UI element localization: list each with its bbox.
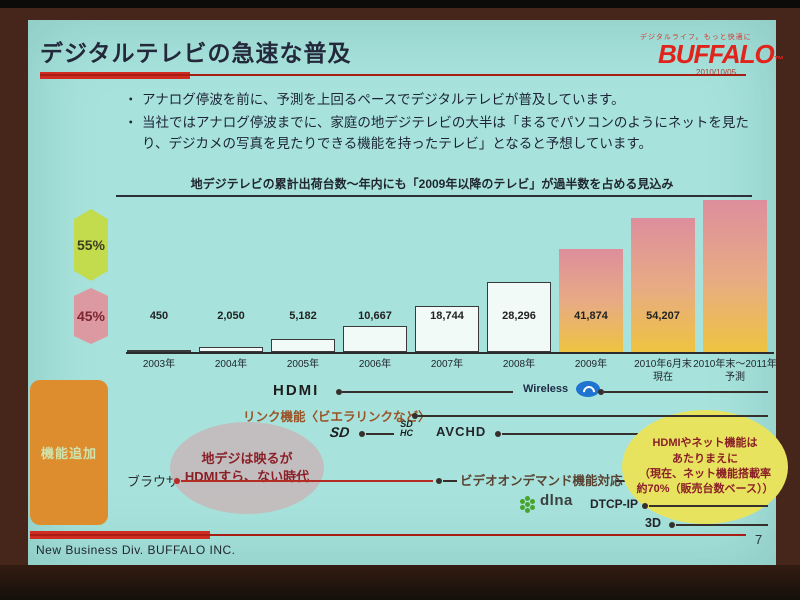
timeline-dot — [495, 431, 501, 437]
future-era-line: （現在、ネット機能搭載率 — [639, 468, 771, 480]
slide-date: 2010/10/05 — [696, 68, 737, 77]
hdmi-logo: HDMI — [273, 382, 320, 399]
video-on-demand-label: ビデオオンデマンド機能対応 — [460, 474, 623, 488]
timeline-dot — [598, 389, 604, 395]
title-underline-thin — [40, 74, 746, 76]
past-era-bubble: 地デジは映るが HDMIすら、ない時代 — [170, 422, 324, 514]
share-badge-55: 55% — [74, 209, 108, 281]
dtcp-ip-label: DTCP-IP — [590, 497, 638, 511]
bar-value-label: 2,050 — [217, 310, 245, 322]
timeline-line — [649, 505, 768, 507]
bar-2007年 — [415, 306, 479, 352]
x-axis-label: 2007年 — [430, 359, 464, 370]
avchd-logo: AVCHD — [436, 424, 487, 439]
x-axis-label: 2009年 — [574, 359, 608, 370]
x-axis-label: 2004年 — [214, 359, 248, 370]
photo-bottom-border — [0, 565, 800, 600]
x-axis-label: 2008年 — [502, 359, 536, 370]
timeline-line — [443, 480, 457, 482]
sdhc-logo-bottom: HC — [400, 427, 413, 438]
feature-addition-label: 機能追加 — [40, 446, 97, 461]
photo-top-border — [0, 0, 800, 8]
buffalo-tagline: デジタルライフ。もっと快適に — [640, 34, 752, 41]
bar-2010年6月末現在 — [631, 218, 695, 352]
timeline-line — [342, 391, 513, 393]
link-function-label: リンク機能〈ビエラリンクなど〉 — [243, 410, 431, 424]
slide: デジタルテレビの急速な普及 デジタルライフ。もっと快適に BUFFALO™ 20… — [28, 20, 788, 565]
past-era-line: 地デジは映るが — [201, 451, 293, 467]
bar-2010年末～2011年予測 — [703, 200, 767, 352]
future-era-line: HDMIやネット機能は — [652, 437, 758, 450]
timeline-dot — [412, 413, 418, 419]
bar-value-label: 54,207 — [646, 310, 680, 322]
bullet-item: アナログ停波を前に、予測を上回るペースでデジタルテレビが普及しています。 — [122, 90, 752, 111]
bar-2003年 — [127, 350, 191, 352]
bar-value-label: 41,874 — [574, 310, 608, 322]
sd-logo-icon: SD — [328, 424, 351, 440]
timeline-dot — [642, 503, 648, 509]
browser-dot — [174, 478, 180, 484]
bar-2004年 — [199, 347, 263, 352]
feature-addition-box: 機能追加 — [30, 380, 108, 525]
timeline-dot — [436, 478, 442, 484]
bar-value-label: 5,182 — [289, 310, 317, 322]
x-axis-label: 2010年6月末 現在 — [634, 359, 692, 383]
sdhc-logo-icon: SD HC — [400, 420, 413, 437]
bar-value-label: 450 — [149, 310, 169, 322]
threed-label: 3D — [645, 516, 661, 530]
dlna-logo-icon — [520, 497, 534, 511]
wireless-lan-icon — [576, 381, 600, 401]
timeline-dot — [336, 389, 342, 395]
bar-value-label: 28,296 — [502, 310, 536, 322]
x-axis-label: 2010年末～2011年 予測 — [693, 359, 777, 383]
bar-chart: 450 2003年 2,050 2004年 5,182 2005年 10,667 2006年 1… — [28, 20, 777, 383]
x-axis-label: 2006年 — [358, 359, 392, 370]
buffalo-logo-mark: ™ — [773, 55, 784, 66]
timeline-line — [418, 415, 768, 417]
bar-value-label: 18,744 — [430, 310, 464, 322]
footer-rule-thin — [30, 534, 746, 536]
bar-2005年 — [271, 339, 335, 352]
buffalo-logo: BUFFALO™ — [658, 39, 784, 70]
timeline-dot — [359, 431, 365, 437]
timeline-line — [502, 433, 638, 435]
buffalo-logo-text: BUFFALO — [658, 39, 775, 69]
x-axis-label: 2005年 — [286, 359, 320, 370]
footer-text: New Business Div. BUFFALO INC. — [36, 543, 236, 557]
share-badge-45: 45% — [74, 288, 108, 344]
chart-title-underline — [116, 195, 752, 197]
bar-2006年 — [343, 326, 407, 352]
sdhc-logo-top: SD — [400, 419, 413, 429]
timeline-line — [366, 433, 394, 435]
past-era-line: HDMIすら、ない時代 — [184, 469, 310, 484]
browser-line — [181, 480, 433, 482]
browser-label: ブラウザ — [127, 474, 180, 489]
timeline-dot — [669, 522, 675, 528]
x-axis-line — [126, 352, 774, 354]
bar-2009年 — [559, 249, 623, 352]
bullet-item: 当社ではアナログ停波までに、家庭の地デジテレビの大半は「まるでパソコンのようにネ… — [122, 113, 752, 155]
timeline-line — [604, 391, 768, 393]
bar-value-label: 10,667 — [358, 310, 392, 322]
slide-title: デジタルテレビの急速な普及 — [40, 40, 352, 66]
page-number: 7 — [755, 532, 763, 547]
x-axis-label: 2003年 — [142, 359, 176, 370]
bullet-list: アナログ停波を前に、予測を上回るペースでデジタルテレビが普及しています。 当社で… — [122, 90, 752, 157]
future-era-line: あたりまえに — [672, 452, 738, 465]
wireless-label: Wireless — [523, 383, 569, 395]
chart-title: 地デジテレビの累計出荷台数～年内にも「2009年以降のテレビ」が過半数を占める見… — [190, 177, 674, 191]
timeline-line — [676, 524, 768, 526]
bar-2008年 — [487, 282, 551, 352]
future-era-line: 約70%（販売台数ベース）） — [636, 483, 774, 496]
dlna-label: dlna — [540, 492, 573, 509]
